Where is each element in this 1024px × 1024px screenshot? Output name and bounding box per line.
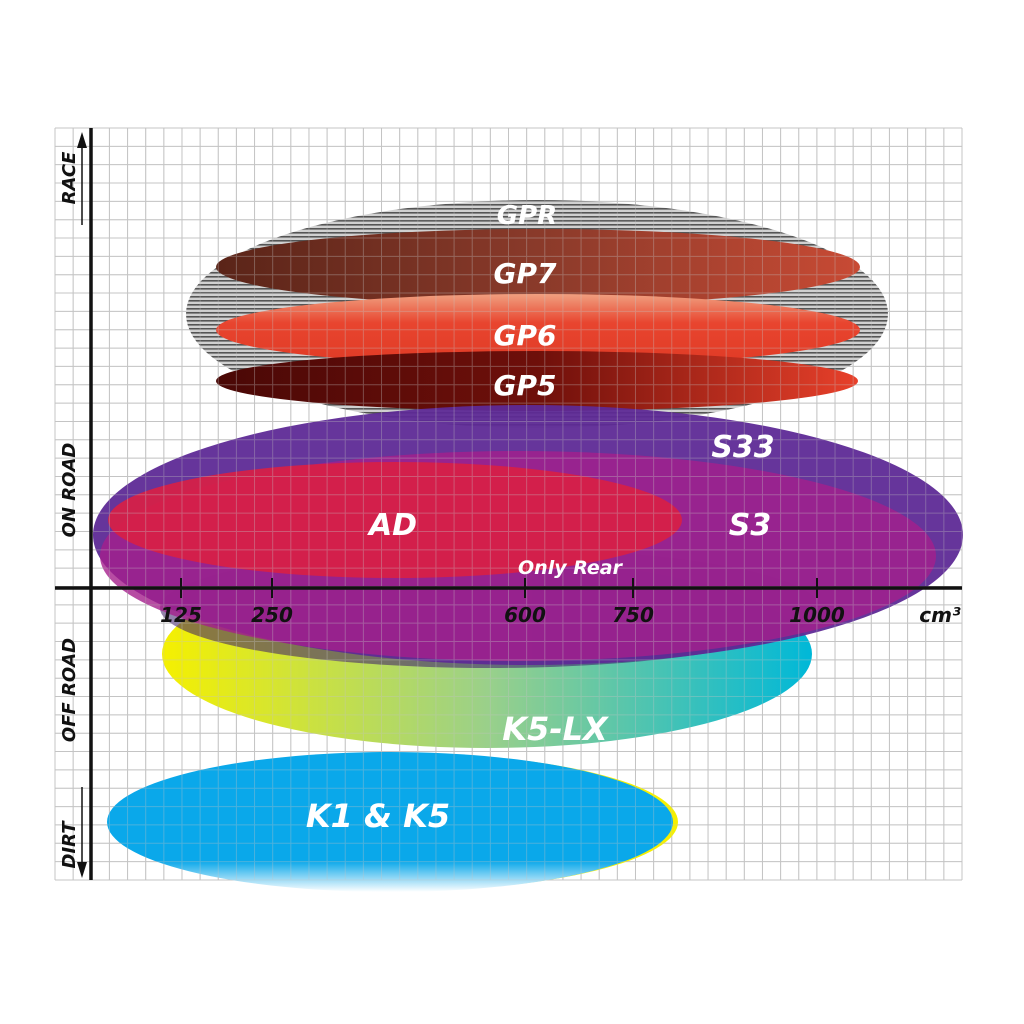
race-arrow-icon: [77, 132, 87, 225]
x-tick-label: 600: [504, 603, 546, 627]
tire-label-gp7: GP7: [494, 257, 558, 290]
dirt-arrow-icon: [77, 787, 87, 878]
tire-label-gp6: GP6: [494, 319, 557, 352]
tire-label-s3: S3: [729, 508, 771, 543]
tire-range-gp6: [216, 294, 860, 366]
x-tick-label: 1000: [789, 603, 845, 627]
tire-label-gpr: GPR: [497, 201, 557, 231]
grid-overlay: [54, 127, 963, 881]
tire-range-k1-k5: [107, 752, 673, 892]
tire-range-ad: [108, 462, 682, 578]
label-dirt: DIRT: [59, 820, 80, 869]
label-on-road: ON ROAD: [59, 443, 80, 538]
tire-range-gp5: [216, 351, 858, 411]
x-tick-label: 750: [612, 603, 654, 627]
label-race: RACE: [59, 151, 80, 204]
tire-label-s33: S33: [711, 430, 774, 465]
label-off-road: OFF ROAD: [59, 638, 80, 742]
x-tick-label: 125: [160, 603, 202, 627]
tire-label-ad: AD: [367, 508, 417, 543]
tire-range-gp7: [216, 229, 860, 305]
tire-label-k5-lx: K5-LX: [502, 710, 609, 748]
tire-label-gp5: GP5: [494, 369, 557, 402]
x-tick-label: 250: [251, 603, 293, 627]
x-axis-unit: cm³: [919, 603, 961, 627]
annotation-only-rear: Only Rear: [518, 557, 624, 579]
tire-label-k1-k5: K1 & K5: [306, 797, 450, 835]
